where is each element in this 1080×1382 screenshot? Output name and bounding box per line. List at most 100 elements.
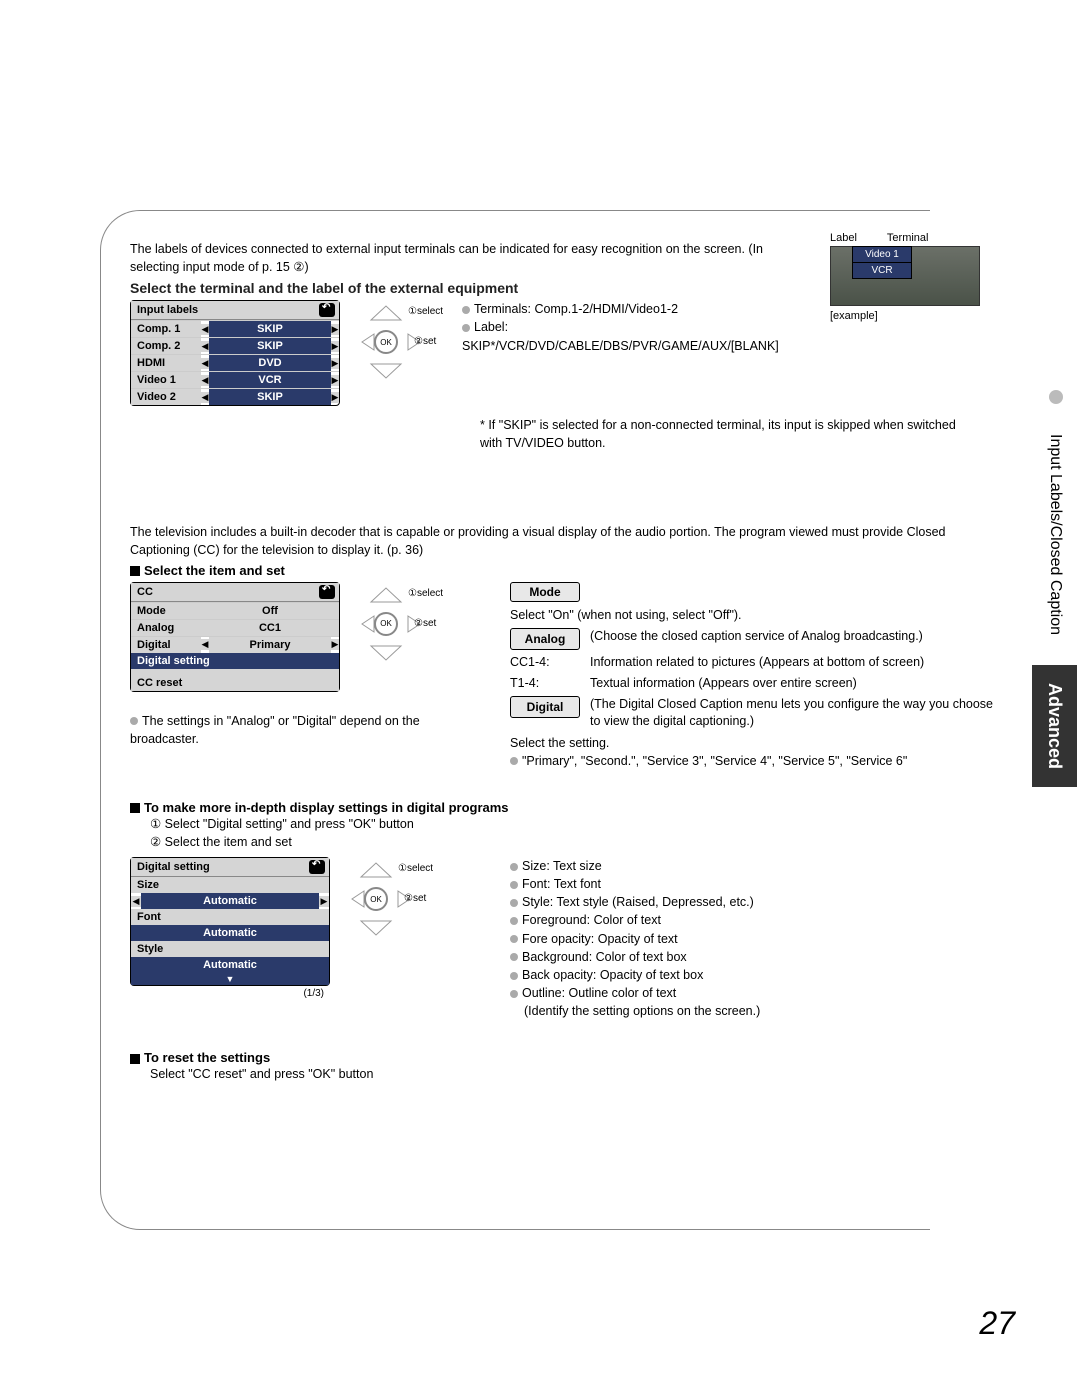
opt: Font: Text font [522,877,601,891]
arrow-left-icon[interactable]: ◀ [201,639,209,650]
arrow-left-icon[interactable]: ◀ [201,392,209,403]
arrow-right-icon[interactable]: ▶ [319,896,329,907]
arrow-right-icon[interactable]: ▶ [331,639,339,650]
ds-page-indicator: (1/3) [130,986,330,1001]
side-dot-icon [1049,390,1063,404]
ok-label: OK [380,338,392,347]
cc-menu: CC ModeOff AnalogCC1 Digital◀Primary▶ Di… [130,582,340,692]
cc-reset-row[interactable]: CC reset [131,675,339,691]
ds-row-v[interactable]: Automatic [141,893,319,909]
opt: Background: Color of text box [522,950,687,964]
arrow-right-icon[interactable]: ▶ [331,375,339,386]
ds-row-k: Font [131,909,329,925]
cc-menu-title: CC [137,586,153,598]
skip-footnote: * If "SKIP" is selected for a non-connec… [480,416,980,452]
cc-note: The settings in "Analog" or "Digital" de… [130,714,420,746]
select-setting-text: Select the setting. [510,734,1000,752]
row-k: HDMI [131,355,201,371]
square-icon [130,803,140,813]
cc-select-heading: Select the item and set [144,563,285,578]
analog-text: (Choose the closed caption service of An… [590,628,1000,650]
bullet-icon [510,917,518,925]
back-icon[interactable] [309,860,325,874]
opt: Fore opacity: Opacity of text [522,932,678,946]
arrow-right-icon[interactable]: ▶ [331,324,339,335]
bullet-icon [510,953,518,961]
set-annotation: ②set [414,336,436,347]
bullet-icon [462,306,470,314]
digital-box: Digital [510,696,580,718]
set-annotation: ②set [404,893,426,904]
arrow-left-icon[interactable]: ◀ [201,375,209,386]
digital-setting-row[interactable]: Digital setting [131,653,339,669]
digital-setting-menu: Digital setting Size◀Automatic▶ FontAuto… [130,857,330,986]
row-k: Video 2 [131,389,201,405]
cc14-key: CC1-4: [510,654,580,671]
select-annotation: ①select [408,588,443,599]
ds-row-k: Style [131,941,329,957]
bullet-icon [510,990,518,998]
opt: Style: Text style (Raised, Depressed, et… [522,895,754,909]
opt: Back opacity: Opacity of text box [522,968,703,982]
ds-row-v[interactable]: Automatic [131,957,329,973]
ds-menu-title: Digital setting [137,861,210,873]
arrow-left-icon[interactable]: ◀ [201,341,209,352]
row-v[interactable]: CC1 [201,620,339,636]
arrow-left-icon[interactable]: ◀ [201,358,209,369]
bullet-icon [510,899,518,907]
set-annotation: ②set [414,618,436,629]
row-v[interactable]: Primary [209,637,331,653]
input-labels-intro: The labels of devices connected to exter… [130,240,770,276]
digital-step1: ① Select "Digital setting" and press "OK… [150,815,1000,833]
services-list: "Primary", "Second.", "Service 3", "Serv… [522,754,907,768]
analog-box: Analog [510,628,580,650]
bullet-icon [130,717,138,725]
page-number: 27 [979,1305,1015,1342]
side-tab-label: Input Labels/Closed Caption [1032,414,1078,655]
terminals-label: Terminals: [474,302,531,316]
arrow-left-icon[interactable]: ◀ [131,896,141,907]
row-v[interactable]: SKIP [209,389,331,405]
arrow-right-icon[interactable]: ▶ [331,392,339,403]
square-icon [130,1054,140,1064]
ok-label: OK [370,895,382,904]
ds-row-v[interactable]: Automatic [131,925,329,941]
nav-pad: OK ①select ②set [346,857,426,937]
digital-text: (The Digital Closed Caption menu lets yo… [590,696,1000,730]
row-v[interactable]: DVD [209,355,331,371]
input-labels-menu: Input labels Comp. 1◀SKIP▶ Comp. 2◀SKIP▶… [130,300,340,406]
identify-note: (Identify the setting options on the scr… [524,1002,1000,1020]
bullet-icon [510,881,518,889]
bullet-icon [462,324,470,332]
opt: Foreground: Color of text [522,913,661,927]
side-tab: Input Labels/Closed Caption Advanced [1032,380,1080,900]
ok-button[interactable]: OK [364,887,388,911]
back-icon[interactable] [319,585,335,599]
bullet-icon [510,757,518,765]
row-v[interactable]: SKIP [209,321,331,337]
label-values: SKIP*/VCR/DVD/CABLE/DBS/PVR/GAME/AUX/[BL… [462,339,779,353]
row-k: Video 1 [131,372,201,388]
reset-text: Select "CC reset" and press "OK" button [150,1065,1000,1083]
row-v[interactable]: SKIP [209,338,331,354]
arrow-right-icon[interactable]: ▶ [331,358,339,369]
arrow-right-icon[interactable]: ▶ [331,341,339,352]
label-label: Label: [474,320,508,334]
row-k: Mode [131,603,201,619]
arrow-down-icon[interactable]: ▼ [131,973,329,985]
reset-heading: To reset the settings [144,1050,270,1065]
ok-button[interactable]: OK [374,612,398,636]
row-v[interactable]: Off [201,603,339,619]
input-labels-heading: Select the terminal and the label of the… [130,280,1000,296]
row-v[interactable]: VCR [209,372,331,388]
back-icon[interactable] [319,303,335,317]
arrow-left-icon[interactable]: ◀ [201,324,209,335]
digital-heading: To make more in-depth display settings i… [144,800,509,815]
select-annotation: ①select [408,306,443,317]
cc14-val: Information related to pictures (Appears… [590,654,1000,671]
cc-intro: The television includes a built-in decod… [130,523,950,559]
thumb-box-video1: Video 1 [852,246,912,263]
mode-box: Mode [510,582,580,602]
row-k: Comp. 2 [131,338,201,354]
bullet-icon [510,972,518,980]
